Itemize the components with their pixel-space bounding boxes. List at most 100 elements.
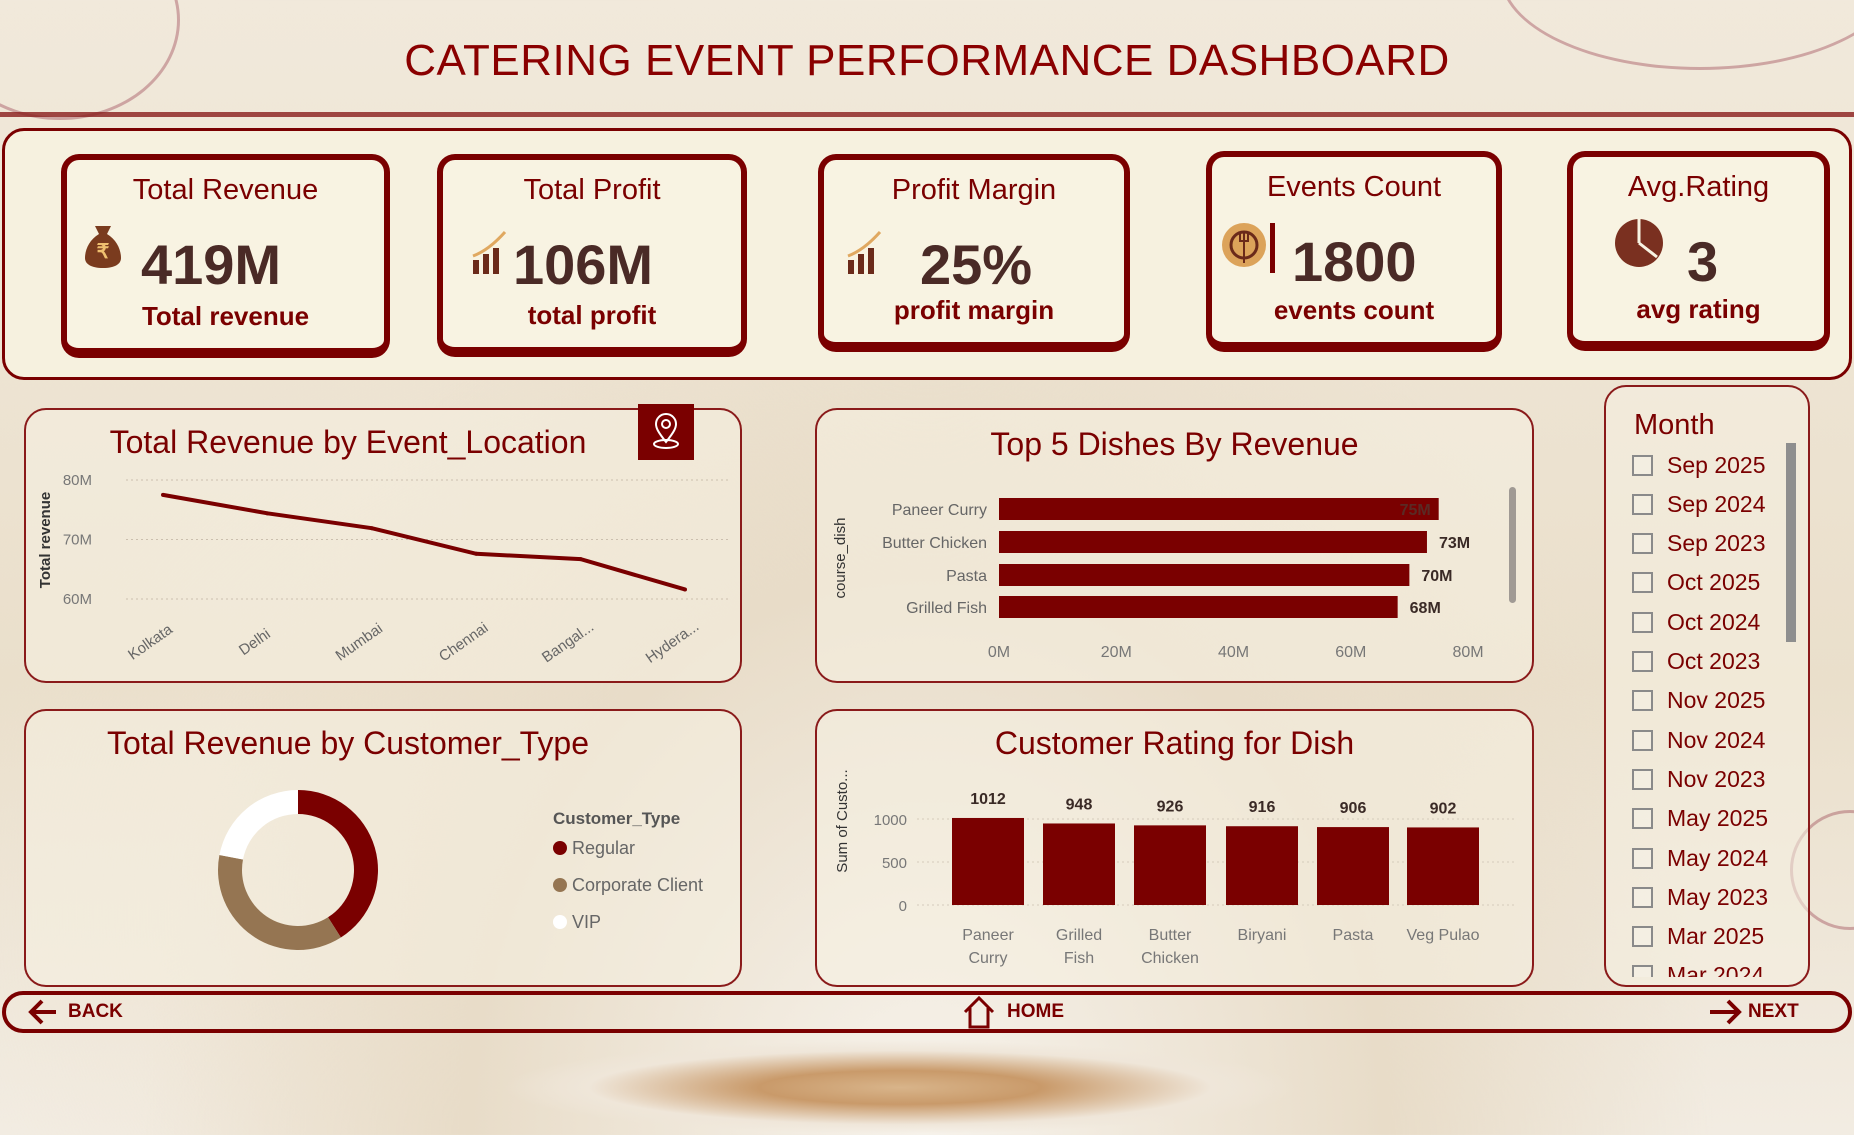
checkbox[interactable]	[1632, 808, 1653, 830]
legend-item[interactable]: VIP	[572, 912, 601, 932]
checkbox[interactable]	[1632, 768, 1653, 790]
legend-item[interactable]: Corporate Client	[572, 875, 703, 895]
month-option[interactable]: Oct 2024	[1632, 607, 1760, 637]
category-label: Butter Chicken	[882, 535, 987, 552]
checkbox[interactable]	[1632, 965, 1653, 977]
checkbox[interactable]	[1632, 454, 1653, 476]
legend-title: Customer_Type	[553, 809, 680, 828]
checkbox[interactable]	[1632, 651, 1653, 672]
month-option[interactable]: Oct 2025	[1632, 568, 1760, 598]
data-label: 70M	[1421, 568, 1452, 585]
home-label: HOME	[1007, 1001, 1064, 1022]
legend-item[interactable]: Regular	[572, 838, 635, 858]
month-label: Mar 2024	[1667, 962, 1765, 977]
data-label: 916	[1249, 799, 1276, 816]
checkbox[interactable]	[1632, 729, 1653, 751]
month-label: Sep 2024	[1667, 490, 1766, 517]
category-label: Paneer Curry	[892, 502, 987, 519]
bar[interactable]	[1134, 825, 1206, 905]
month-option[interactable]: May 2025	[1632, 804, 1768, 834]
location-pin-icon	[653, 413, 679, 449]
next-button[interactable]: NEXT	[1706, 995, 1799, 1029]
kpi-title: Avg.Rating	[1627, 171, 1770, 203]
month-label: Mar 2025	[1667, 923, 1765, 950]
kpi-card-total-revenue: Total Revenue ₹ 419M Total revenue	[61, 154, 390, 358]
bar[interactable]	[1043, 823, 1115, 905]
month-option[interactable]: Mar 2024	[1632, 961, 1764, 977]
y-tick-label: 70M	[63, 532, 92, 549]
revenue-by-location-panel: Total Revenue by Event_Location 60M 70M 80…	[24, 404, 742, 683]
plate-fork-knife-icon	[1222, 223, 1275, 273]
home-button[interactable]: HOME	[961, 995, 1064, 1029]
home-icon	[963, 995, 995, 1029]
bar-chart: Paneer Curry 75M Butter Chicken 73M Pasta 70M…	[832, 498, 1484, 661]
data-point[interactable]	[474, 551, 479, 556]
slicer-scrollbar[interactable]	[1786, 443, 1796, 642]
bar[interactable]	[1226, 826, 1298, 905]
month-option[interactable]: Sep 2025	[1632, 450, 1765, 480]
month-label: Oct 2023	[1667, 648, 1761, 674]
next-label: NEXT	[1748, 1001, 1799, 1022]
data-point[interactable]	[683, 587, 687, 592]
kpi-title: Profit Margin	[891, 174, 1057, 206]
checkbox[interactable]	[1632, 690, 1653, 712]
bar[interactable]	[999, 564, 1410, 586]
chart-title: Customer Rating for Dish	[994, 725, 1355, 761]
location-pin-button[interactable]	[638, 404, 694, 460]
bar[interactable]	[952, 817, 1024, 905]
bar[interactable]	[1317, 827, 1389, 905]
data-point[interactable]	[369, 526, 374, 531]
bar[interactable]	[1407, 827, 1479, 905]
checkbox[interactable]	[1632, 533, 1653, 555]
y-tick-label: 60M	[63, 591, 92, 608]
month-label: May 2023	[1667, 883, 1769, 910]
checkbox[interactable]	[1632, 493, 1653, 515]
data-label: 902	[1430, 800, 1457, 817]
donut-slice-corporate-client[interactable]	[218, 855, 341, 950]
month-option[interactable]: May 2023	[1632, 882, 1768, 912]
checkbox[interactable]	[1632, 572, 1653, 594]
data-point[interactable]	[161, 492, 165, 497]
kpi-card-total-profit: Total Profit 106M total profit	[437, 154, 747, 357]
bar[interactable]	[999, 498, 1439, 520]
donut-chart: Customer_Type Regular Corporate Client VIP	[218, 790, 703, 950]
month-option[interactable]: Nov 2025	[1632, 686, 1765, 716]
legend-marker	[553, 878, 567, 892]
month-slicer: Month Sep 2025 Sep 2024 Sep 2023 Oct 2025 Oc…	[1604, 385, 1810, 987]
x-tick-label: Kolkata	[125, 621, 176, 664]
month-option[interactable]: Nov 2024	[1632, 725, 1765, 755]
chart-scrollbar[interactable]	[1509, 487, 1516, 603]
month-option[interactable]: Sep 2023	[1632, 529, 1765, 559]
svg-text:₹: ₹	[97, 241, 110, 263]
kpi-card-profit-margin: Profit Margin 25% profit margin	[818, 154, 1130, 352]
checkbox[interactable]	[1632, 886, 1653, 908]
checkbox[interactable]	[1632, 847, 1653, 869]
month-label: Nov 2025	[1667, 687, 1766, 714]
kpi-title: Events Count	[1266, 171, 1442, 203]
data-point[interactable]	[578, 557, 583, 562]
x-tick-label: Biryani	[1238, 927, 1287, 944]
month-option[interactable]: Mar 2025	[1632, 922, 1764, 952]
month-option[interactable]: Sep 2024	[1632, 489, 1765, 519]
bar[interactable]	[999, 531, 1427, 553]
donut-slice-regular[interactable]	[298, 790, 379, 938]
back-button[interactable]: BACK	[26, 995, 123, 1029]
chart-title: Total Revenue by Event_Location	[109, 424, 587, 460]
donut-slice-vip[interactable]	[219, 790, 298, 860]
month-option[interactable]: Nov 2023	[1632, 764, 1765, 794]
month-label: Sep 2025	[1667, 451, 1766, 478]
data-label: 948	[1066, 796, 1093, 813]
data-label: 1012	[970, 791, 1006, 808]
month-option[interactable]: May 2024	[1632, 843, 1768, 873]
line-chart: 60M 70M 80M Total revenue Kolkata Delhi Mumbai…	[37, 472, 731, 667]
bar[interactable]	[999, 596, 1398, 618]
month-option[interactable]: Oct 2023	[1632, 647, 1760, 677]
top-dishes-panel: Top 5 Dishes By Revenue Paneer Curry 75M B…	[815, 408, 1534, 683]
kpi-value: 25%	[920, 233, 1033, 296]
kpi-card-events-count: Events Count 1800 events count	[1206, 151, 1502, 352]
checkbox[interactable]	[1632, 611, 1653, 633]
data-point[interactable]	[265, 511, 270, 516]
kpi-value: 106M	[513, 233, 654, 296]
checkbox[interactable]	[1632, 926, 1653, 948]
arrow-right-icon	[1710, 999, 1742, 1025]
